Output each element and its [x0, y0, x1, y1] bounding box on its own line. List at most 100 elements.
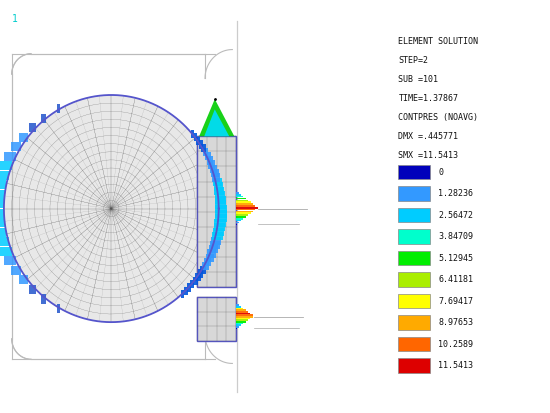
Bar: [236, 313, 250, 314]
Text: 0: 0: [438, 168, 443, 177]
Bar: [236, 309, 246, 311]
Bar: [215, 196, 226, 204]
Bar: [29, 123, 36, 132]
Bar: [0, 237, 9, 247]
Text: 2.56472: 2.56472: [438, 211, 474, 220]
Bar: [236, 220, 241, 221]
Bar: [215, 209, 227, 218]
Bar: [398, 294, 430, 308]
Bar: [0, 171, 9, 180]
Bar: [236, 316, 252, 318]
Text: DMX =.445771: DMX =.445771: [398, 132, 459, 141]
Bar: [190, 280, 194, 288]
Bar: [19, 133, 28, 142]
Bar: [211, 237, 221, 245]
Bar: [11, 266, 21, 275]
Text: 1: 1: [12, 14, 18, 24]
Bar: [214, 187, 224, 195]
Bar: [236, 306, 241, 308]
Bar: [197, 297, 236, 341]
Text: 11.5413: 11.5413: [438, 361, 474, 370]
Bar: [215, 205, 227, 213]
Bar: [207, 156, 213, 164]
Bar: [203, 148, 208, 157]
Bar: [236, 194, 241, 196]
Bar: [41, 114, 46, 123]
Bar: [212, 232, 223, 240]
Bar: [236, 223, 238, 225]
Bar: [209, 245, 218, 254]
Bar: [202, 262, 209, 270]
Text: SMX =11.5413: SMX =11.5413: [398, 151, 459, 160]
Bar: [236, 308, 243, 309]
Bar: [214, 218, 226, 227]
Bar: [214, 182, 223, 190]
Text: SUB =101: SUB =101: [398, 75, 438, 84]
Bar: [236, 318, 250, 319]
Bar: [197, 136, 236, 287]
Bar: [0, 190, 5, 199]
Text: STEP=2: STEP=2: [398, 56, 428, 65]
Bar: [236, 192, 239, 194]
Bar: [192, 277, 197, 285]
Text: 6.41181: 6.41181: [438, 275, 474, 284]
Bar: [0, 180, 6, 189]
Bar: [236, 321, 246, 323]
Bar: [194, 133, 197, 141]
Bar: [398, 186, 430, 201]
Bar: [199, 140, 203, 149]
Bar: [236, 216, 246, 218]
Bar: [191, 130, 194, 138]
Text: ELEMENT SOLUTION: ELEMENT SOLUTION: [398, 37, 478, 46]
Bar: [197, 269, 204, 278]
Bar: [236, 304, 239, 306]
Bar: [236, 211, 253, 212]
Bar: [236, 314, 252, 316]
Bar: [211, 169, 219, 177]
Bar: [236, 222, 239, 223]
Bar: [0, 199, 4, 208]
Bar: [0, 161, 12, 170]
Text: TIME=1.37867: TIME=1.37867: [398, 94, 459, 103]
Bar: [57, 104, 60, 113]
Bar: [11, 142, 21, 151]
Bar: [200, 266, 206, 274]
Bar: [0, 209, 4, 218]
Bar: [213, 178, 222, 186]
Text: 10.2589: 10.2589: [438, 339, 474, 349]
Bar: [236, 311, 248, 313]
Bar: [236, 323, 243, 324]
Bar: [0, 218, 5, 228]
Bar: [0, 228, 6, 237]
Bar: [41, 294, 46, 304]
Bar: [205, 152, 211, 160]
Bar: [236, 209, 255, 210]
Bar: [214, 223, 225, 231]
Text: 1.28236: 1.28236: [438, 189, 474, 198]
Text: 3.84709: 3.84709: [438, 232, 474, 241]
Bar: [236, 214, 248, 216]
Bar: [236, 326, 239, 328]
Bar: [195, 273, 201, 281]
Bar: [236, 203, 253, 205]
Text: CONTPRES (NOAVG): CONTPRES (NOAVG): [398, 113, 478, 122]
Text: 5.12945: 5.12945: [438, 254, 474, 263]
Bar: [398, 358, 430, 373]
Bar: [398, 316, 430, 330]
Bar: [398, 208, 430, 222]
Bar: [188, 283, 191, 292]
Bar: [236, 319, 248, 321]
Bar: [236, 218, 244, 220]
Bar: [207, 249, 216, 258]
Bar: [201, 144, 206, 152]
Text: 8.97653: 8.97653: [438, 318, 474, 327]
Bar: [4, 256, 16, 266]
Bar: [236, 202, 251, 203]
Bar: [236, 328, 237, 329]
Bar: [398, 165, 430, 179]
Bar: [236, 199, 248, 201]
Bar: [0, 247, 12, 256]
Bar: [204, 258, 211, 266]
Bar: [215, 191, 225, 199]
Bar: [210, 241, 219, 249]
